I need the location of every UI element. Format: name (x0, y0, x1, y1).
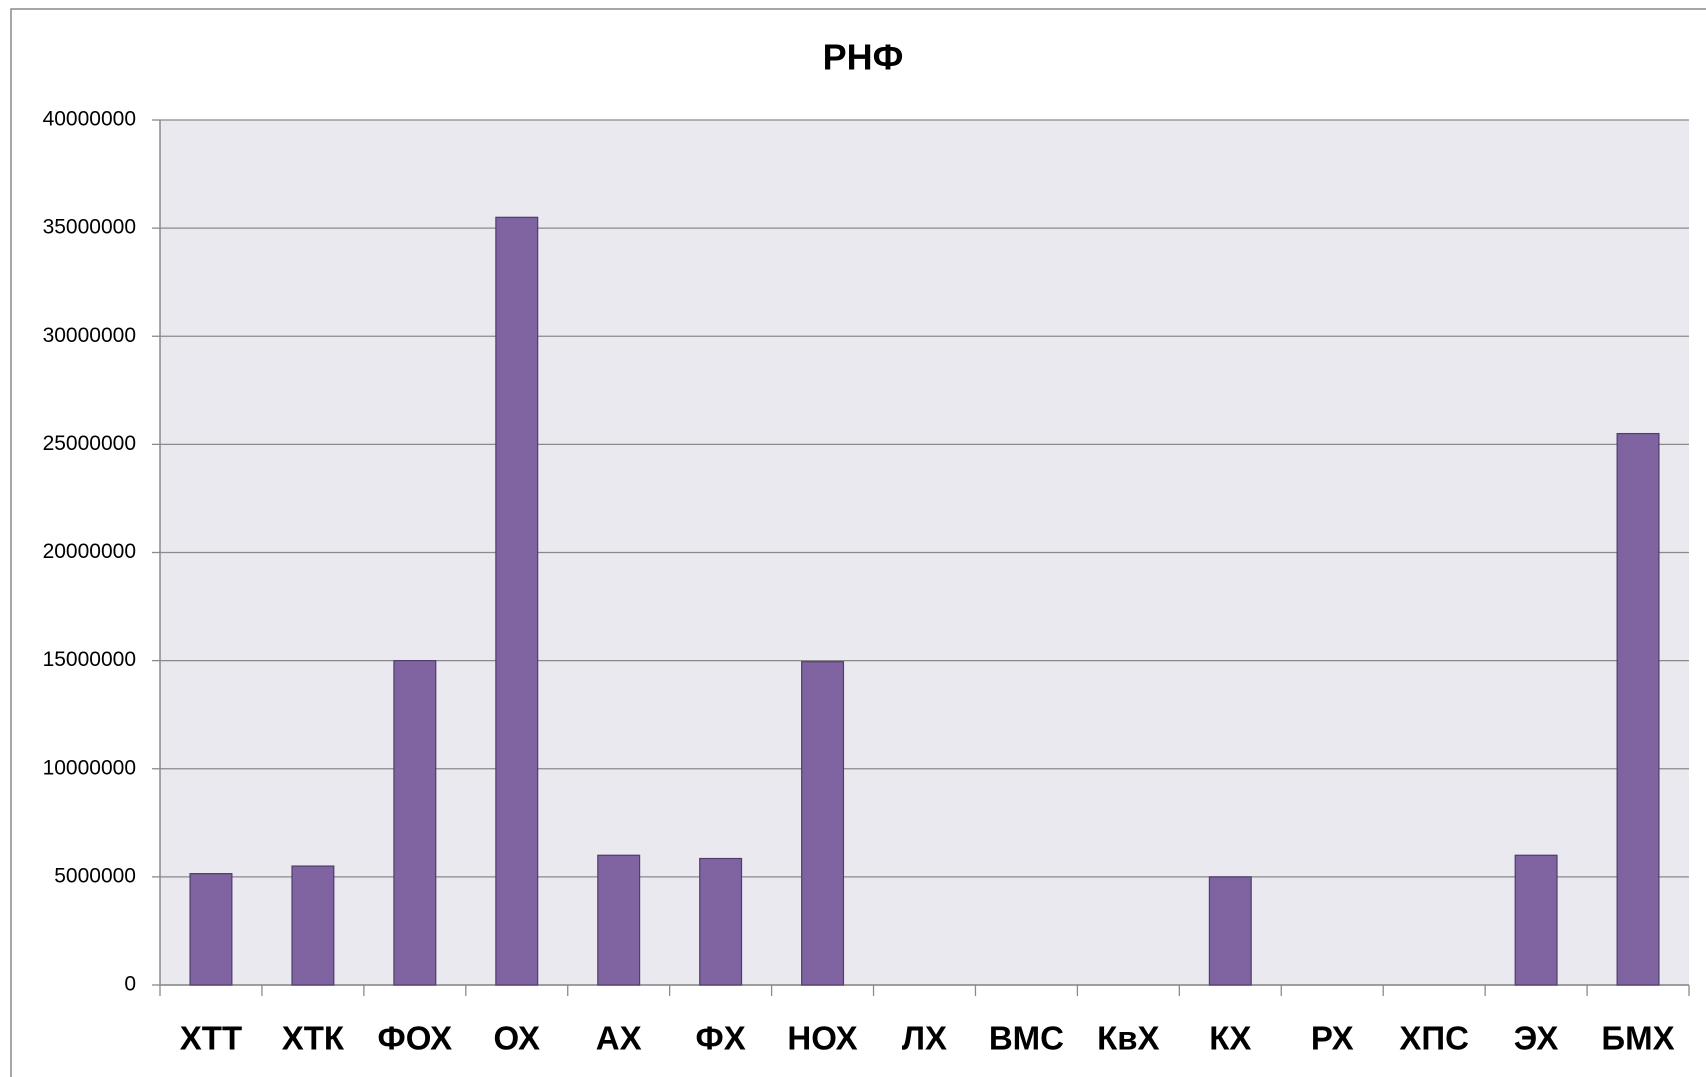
y-tick-label: 25000000 (43, 432, 136, 455)
x-tick-label: БМХ (1601, 1020, 1674, 1057)
x-tick-label: ФОХ (378, 1020, 453, 1057)
x-tick-label: ХПС (1399, 1020, 1469, 1057)
y-tick-label: 15000000 (43, 648, 136, 671)
bar (801, 661, 845, 986)
x-tick-label: НОХ (787, 1020, 857, 1057)
x-tick-label: ХТТ (180, 1020, 242, 1057)
bar (291, 865, 335, 986)
bar (699, 857, 743, 986)
x-tick-label: ЛХ (902, 1020, 947, 1057)
bar (495, 216, 539, 986)
x-tick-label: КвХ (1097, 1020, 1159, 1057)
y-tick-label: 0 (124, 973, 136, 996)
bar (189, 873, 233, 986)
x-tick-label: ФХ (696, 1020, 746, 1057)
chart-title: РНФ (823, 37, 904, 78)
bar (1616, 432, 1660, 986)
y-tick-label: 20000000 (43, 540, 136, 563)
x-tick-label: АХ (596, 1020, 642, 1057)
y-tick-label: 30000000 (43, 324, 136, 347)
y-tick-label: 5000000 (54, 864, 136, 887)
y-tick-label: 40000000 (43, 108, 136, 131)
bar (393, 660, 437, 986)
bar (1208, 876, 1252, 986)
bar (597, 854, 641, 986)
y-tick-label: 35000000 (43, 216, 136, 239)
x-tick-label: ЭХ (1514, 1020, 1559, 1057)
bar (1514, 854, 1558, 986)
x-tick-label: ХТК (282, 1020, 345, 1057)
x-tick-label: РХ (1311, 1020, 1354, 1057)
x-tick-label: ОХ (494, 1020, 540, 1057)
x-tick-label: ВМС (989, 1020, 1064, 1057)
y-tick-label: 10000000 (43, 756, 136, 779)
x-tick-label: КХ (1209, 1020, 1251, 1057)
